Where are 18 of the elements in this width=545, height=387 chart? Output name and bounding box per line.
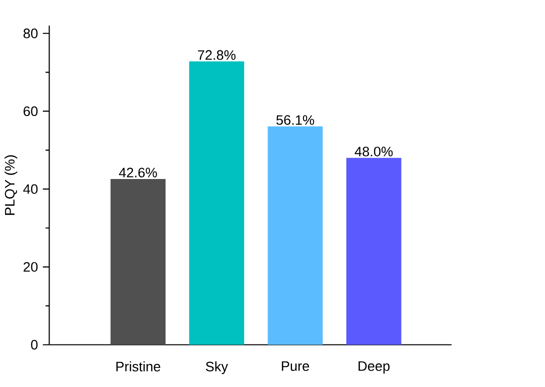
x-tick-label: Pure [282, 361, 310, 371]
bar [268, 126, 323, 345]
x-tick-label: Pristine [116, 361, 160, 372]
data-label: 42.6% [119, 168, 157, 178]
y-tick-label: 0 [31, 340, 38, 350]
y-axis-title: PLQY (%) [4, 155, 18, 215]
y-tick-label: 20 [24, 262, 38, 272]
bar [110, 179, 166, 345]
y-tick-label: 60 [24, 106, 38, 116]
bar [346, 158, 402, 345]
data-label: 56.1% [276, 115, 314, 125]
data-label: 48.0% [354, 146, 393, 156]
data-label: 72.8% [198, 50, 236, 60]
x-tick-label: Sky [206, 361, 228, 374]
bar [189, 62, 244, 345]
y-tick-label: 40 [23, 184, 38, 194]
y-tick-label: 80 [24, 28, 38, 38]
x-tick-label: Deep [358, 361, 390, 374]
